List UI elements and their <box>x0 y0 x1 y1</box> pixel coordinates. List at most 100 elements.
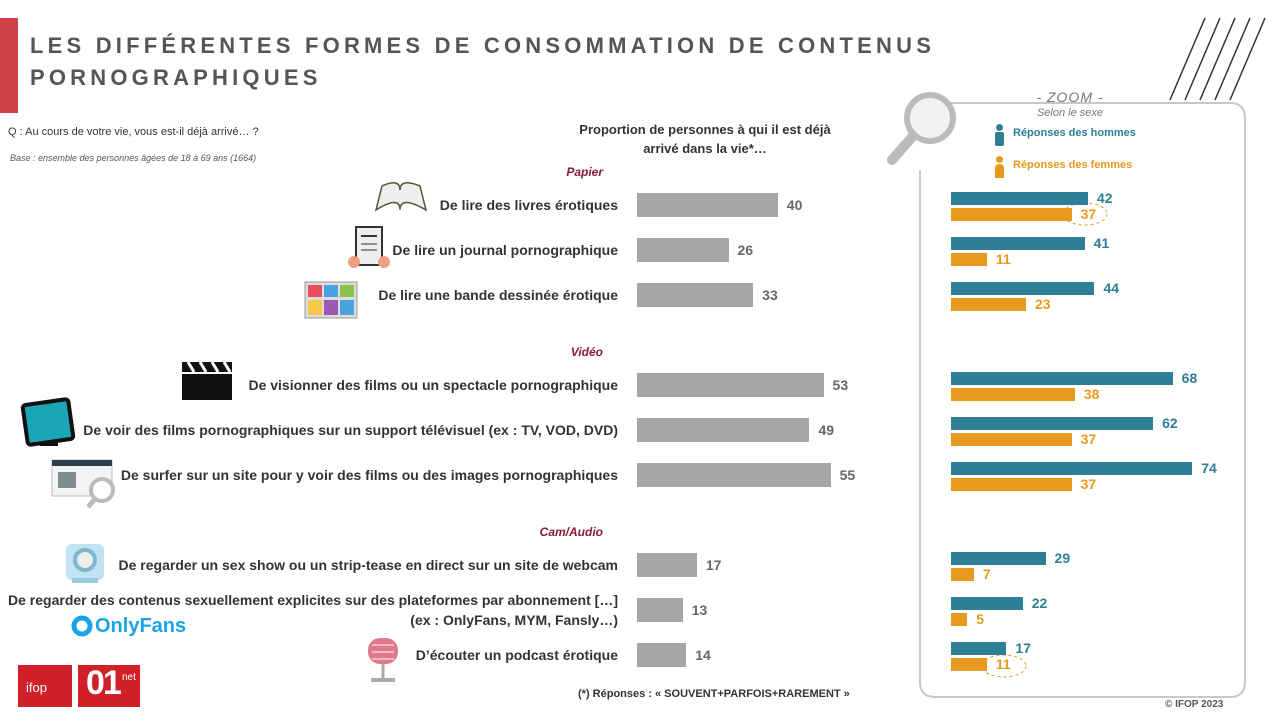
category-label: De lire des livres érotiques <box>439 197 618 213</box>
category-label: De regarder un sex show ou un strip-teas… <box>118 557 618 573</box>
base-note: Base : ensemble des personnes âgées de 1… <box>10 153 257 163</box>
legend-icon-body <box>995 164 1004 178</box>
bar <box>637 193 778 217</box>
zoom-value-label: 37 <box>1080 431 1097 447</box>
book-icon <box>374 182 428 212</box>
category-label: De surfer sur un site pour y voir des fi… <box>120 467 618 483</box>
onlyfans-logo: OnlyFans <box>95 615 187 637</box>
clapper-icon <box>182 361 232 400</box>
brand-suffix: net <box>122 672 136 683</box>
highlight <box>981 654 1027 678</box>
tv-icon <box>20 397 76 447</box>
mic-icon <box>368 638 398 682</box>
bar <box>637 463 831 487</box>
newspaper-icon <box>348 226 390 268</box>
zoom-bar <box>951 387 1075 401</box>
zoom-value-label: 68 <box>1181 370 1198 386</box>
value-label: 26 <box>737 242 754 258</box>
question: Q : Au cours de votre vie, vous est-il d… <box>8 126 259 138</box>
zoom-bar <box>951 657 987 671</box>
zoom-value-label: 7 <box>982 566 991 582</box>
category-label: D’écouter un podcast érotique <box>415 647 618 663</box>
zoom-bar <box>951 612 968 626</box>
bar <box>637 238 729 262</box>
onlyfans-icon <box>71 615 93 637</box>
zoom-bar <box>951 252 987 266</box>
value-label: 53 <box>832 377 849 393</box>
01net-logo <box>78 665 140 707</box>
zoom-bar <box>951 567 974 581</box>
zoom-frame <box>919 102 1246 698</box>
bar <box>637 283 754 307</box>
value-label: 14 <box>695 647 711 663</box>
zoom-bar <box>951 432 1072 446</box>
zoom-value-label: 29 <box>1054 550 1071 566</box>
category-label: De regarder des contenus sexuellement ex… <box>8 592 618 628</box>
group-label: Papier <box>566 165 603 179</box>
zoom-bar <box>951 641 1007 655</box>
bar <box>637 418 810 442</box>
category-label: De lire un journal pornographique <box>392 242 618 258</box>
zoom-value-label: 11 <box>995 251 1011 267</box>
footnote: (*) Réponses : « SOUVENT+PARFOIS+RAREMEN… <box>578 688 850 700</box>
bar <box>637 643 687 667</box>
category-label: De voir des films pornographiques sur un… <box>83 422 618 438</box>
webcam-icon <box>66 544 104 583</box>
legend-icon-head <box>996 156 1003 163</box>
zoom-value-label: 17 <box>1015 640 1031 656</box>
zoom-value-label: 11 <box>995 656 1011 672</box>
zoom-value-label: 44 <box>1103 280 1120 296</box>
legend-icon-head <box>996 124 1003 131</box>
value-label: 17 <box>705 557 722 573</box>
zoom-subtitle: Selon le sexe <box>1036 107 1104 119</box>
group-label: Vidéo <box>570 345 603 359</box>
bar <box>637 373 824 397</box>
zoom-title: - ZOOM - <box>1036 89 1104 105</box>
title-accent <box>0 18 18 113</box>
category-label: De visionner des films ou un spectacle p… <box>248 377 618 393</box>
title: LES DIFFÉRENTES FORMES DE CONSOMMATION D… <box>30 33 936 90</box>
category-label: De lire une bande dessinée érotique <box>378 287 618 303</box>
legend-label: Réponses des hommes <box>1013 127 1136 139</box>
value-label: 40 <box>786 197 803 213</box>
diagonal-lines <box>1169 17 1266 101</box>
zoom-bar <box>951 207 1072 221</box>
zoom-value-label: 23 <box>1034 296 1051 312</box>
zoom-bar <box>951 371 1173 385</box>
zoom-bar <box>951 297 1026 311</box>
zoom-value-label: 37 <box>1080 476 1097 492</box>
zoom-value-label: 41 <box>1093 235 1110 251</box>
zoom-bar <box>951 477 1072 491</box>
zoom-value-label: 38 <box>1083 386 1100 402</box>
zoom-value-label: 22 <box>1031 595 1048 611</box>
magnifier-icon <box>887 92 956 165</box>
legend-label: Réponses des femmes <box>1013 159 1133 171</box>
zoom-bar <box>951 281 1095 295</box>
value-label: 49 <box>818 422 835 438</box>
zoom-value-label: 74 <box>1201 460 1217 476</box>
copyright: © IFOP 2023 <box>1165 699 1224 710</box>
zoom-bar <box>951 236 1085 250</box>
zoom-bar <box>951 551 1046 565</box>
zoom-bar <box>951 461 1193 475</box>
ifop-logo-text: ifop <box>26 680 47 695</box>
zoom-value-label: 37 <box>1080 206 1097 222</box>
value-label: 55 <box>839 467 856 483</box>
chart-title: Proportion de personnes à qui il est déj… <box>579 122 831 156</box>
bar <box>637 553 697 577</box>
brand-logo-text: 01 <box>86 664 122 702</box>
zoom-bar <box>951 416 1154 430</box>
zoom-value-label: 42 <box>1096 190 1113 206</box>
group-label: Cam/Audio <box>539 525 603 539</box>
value-label: 13 <box>691 602 708 618</box>
zoom-value-label: 62 <box>1162 415 1178 431</box>
bar <box>637 598 683 622</box>
zoom-value-label: 5 <box>976 611 985 627</box>
legend-icon-body <box>995 132 1004 146</box>
zoom-bar <box>951 191 1088 205</box>
comic-icon <box>304 281 358 319</box>
browser-icon <box>51 459 115 509</box>
value-label: 33 <box>762 287 778 303</box>
